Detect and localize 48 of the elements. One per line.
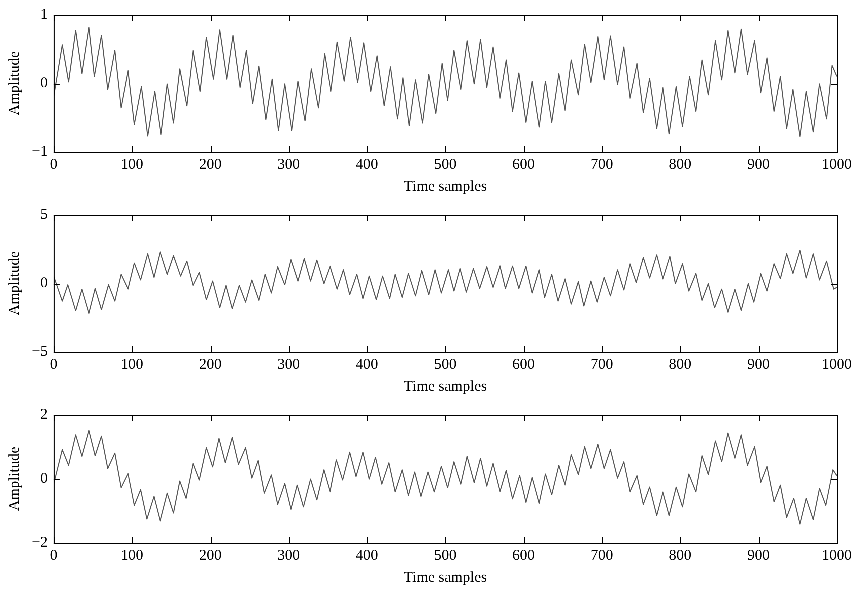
x-tick-label: 0 — [50, 356, 58, 373]
y-tick-label: 5 — [40, 206, 48, 223]
y-axis-title: Amplitude — [6, 251, 23, 316]
x-axis-title: Time samples — [404, 378, 488, 395]
x-tick-label: 1000 — [822, 156, 852, 173]
x-tick-label: 200 — [199, 356, 222, 373]
y-tick-label: 1 — [40, 6, 48, 23]
x-tick-label: 500 — [434, 548, 457, 564]
x-tick-label: 900 — [747, 548, 770, 564]
x-tick-label: 700 — [590, 548, 614, 564]
y-tick-label: 0 — [40, 470, 48, 487]
y-axis-title: Amplitude — [6, 446, 23, 512]
x-tick-label: 500 — [434, 356, 457, 373]
y-tick-label: −2 — [32, 534, 48, 551]
x-tick-label: 0 — [50, 156, 58, 173]
x-tick-label: 1000 — [822, 548, 852, 564]
x-tick-label: 200 — [199, 156, 222, 173]
x-tick-label: 0 — [50, 548, 58, 564]
x-tick-label: 300 — [278, 356, 300, 373]
x-tick-label: 400 — [356, 356, 378, 373]
x-tick-label: 300 — [278, 548, 300, 564]
x-tick-label: 400 — [356, 156, 378, 173]
x-tick-label: 800 — [669, 548, 692, 564]
y-tick-label: 0 — [40, 75, 48, 92]
x-tick-label: 100 — [121, 156, 144, 173]
x-axis-title: Time samples — [404, 570, 488, 586]
x-tick-label: 300 — [278, 156, 300, 173]
x-tick-label: 600 — [512, 356, 536, 373]
x-tick-label: 600 — [512, 156, 536, 173]
x-tick-label: 100 — [121, 356, 144, 373]
y-axis-title: Amplitude — [6, 51, 23, 116]
x-tick-label: 900 — [747, 356, 770, 373]
x-tick-label: 1000 — [822, 356, 852, 373]
x-tick-label: 900 — [747, 156, 770, 173]
x-tick-label: 600 — [512, 548, 536, 564]
y-tick-label: 0 — [40, 275, 48, 292]
x-tick-label: 700 — [590, 156, 614, 173]
y-tick-label: −1 — [32, 144, 48, 160]
x-tick-label: 800 — [669, 156, 692, 173]
x-tick-label: 100 — [121, 548, 144, 564]
x-axis-title: Time samples — [404, 178, 488, 195]
x-tick-label: 400 — [356, 548, 378, 564]
x-tick-label: 500 — [434, 156, 457, 173]
x-tick-label: 200 — [199, 548, 222, 564]
y-tick-label: −5 — [32, 344, 48, 360]
x-tick-label: 700 — [590, 356, 614, 373]
x-tick-label: 800 — [669, 356, 692, 373]
y-tick-label: 2 — [40, 406, 48, 423]
